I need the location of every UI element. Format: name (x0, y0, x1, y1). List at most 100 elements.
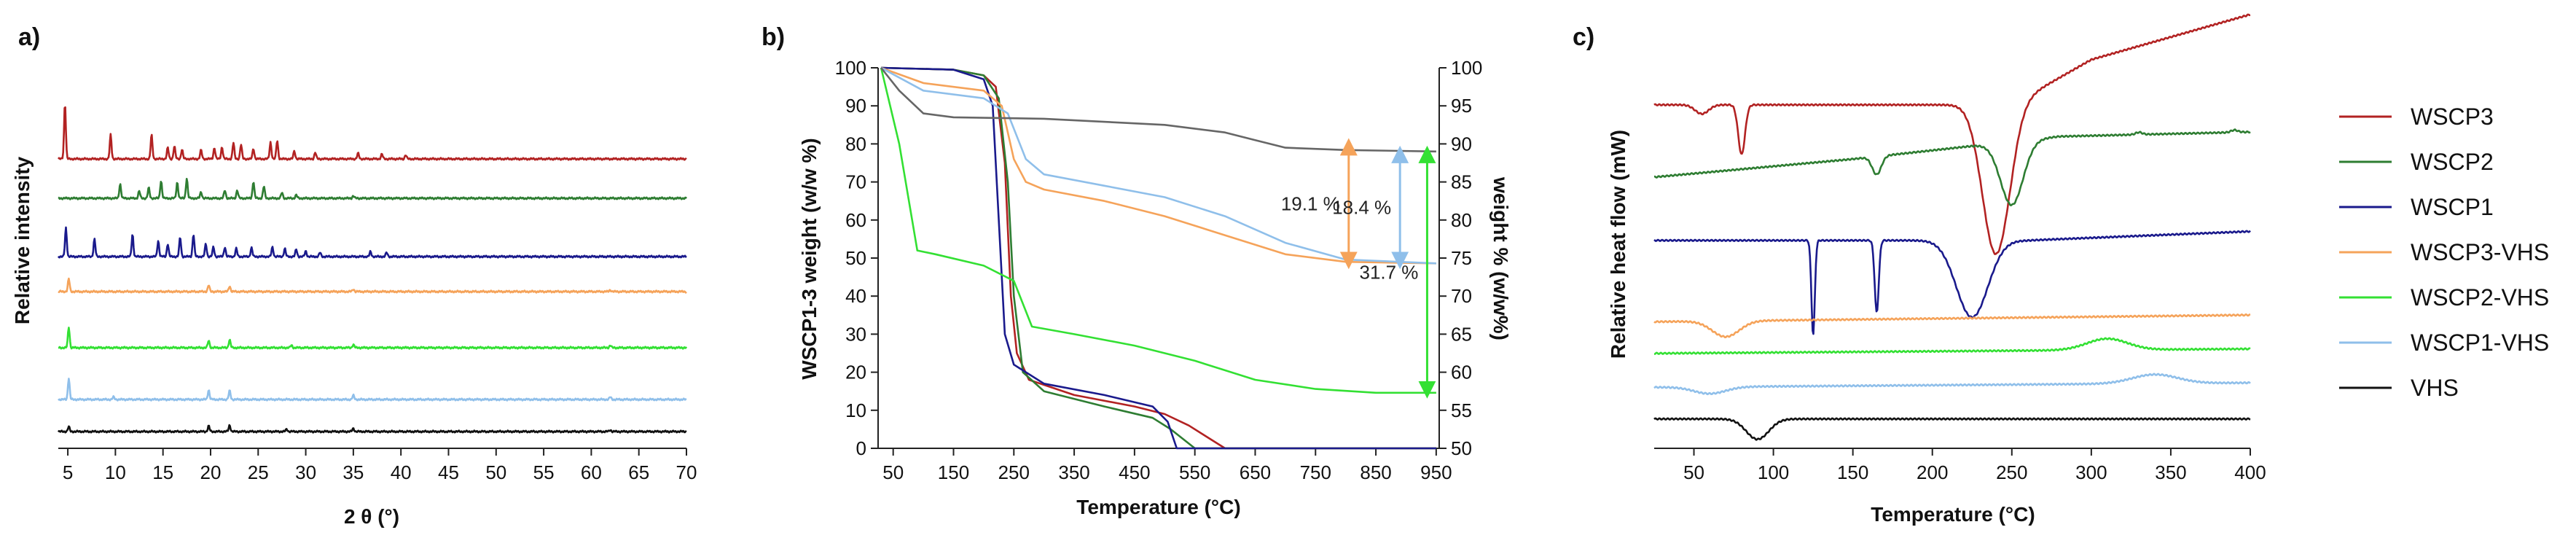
panel-b-ytick-left-label: 30 (845, 323, 866, 345)
panel-c-xtick-label: 150 (1837, 461, 1868, 483)
panel-b-x-label: Temperature (°C) (1076, 496, 1240, 518)
panel-c-chart: 50 100 150 200 250 300 350 400 Temperature (°C)… (1607, 13, 2266, 526)
panel-c-x-ticks: 50 100 150 200 250 300 350 400 (1683, 448, 2266, 483)
panel-b-ytick-left-label: 70 (845, 171, 866, 193)
panel-b-xtick-label: 850 (1360, 461, 1391, 483)
panel-b-xtick-label: 750 (1300, 461, 1331, 483)
panel-b-ytick-left-label: 20 (845, 362, 866, 383)
panel-c-xtick-label: 50 (1683, 461, 1704, 483)
panel-b-series-wscp3-vhs (880, 66, 1436, 265)
panel-b-ytick-right-label: 100 (1451, 57, 1482, 79)
panel-a-series-wscp3-vhs (58, 277, 687, 294)
panel-b-ytick-left-label: 40 (845, 285, 866, 307)
panel-a-xtick-label: 40 (391, 461, 412, 483)
panel-b-ytick-right-label: 90 (1451, 133, 1472, 155)
panel-b-xtick-label: 450 (1119, 461, 1150, 483)
panel-b-ytick-right-label: 85 (1451, 171, 1472, 193)
panel-b-ticks: 50 150 250 350 450 550 650 750 850 950 0 10 20 30 40 50… (835, 57, 1483, 483)
panel-c-xtick-label: 350 (2155, 461, 2186, 483)
panel-a-x-label: 2 θ (°) (344, 505, 399, 528)
panel-b-ytick-left-label: 80 (845, 133, 866, 155)
panel-a-xtick-label: 45 (438, 461, 459, 483)
panel-c-x-label: Temperature (°C) (1871, 503, 2035, 526)
panel-b-xtick-label: 550 (1179, 461, 1210, 483)
legend-label-wscp2: WSCP2 (2411, 149, 2494, 175)
panel-b-chart: 50 150 250 350 450 550 650 750 850 950 0 10 20 30 40 50… (798, 57, 1512, 518)
panel-c-xtick-label: 300 (2075, 461, 2107, 483)
panel-a-series-wscp3 (58, 106, 687, 161)
panel-a-series-wscp1-vhs (58, 378, 687, 402)
panel-b-annotation-label: 31.7 % (1359, 261, 1418, 283)
panel-b-ytick-left-label: 50 (845, 247, 866, 269)
panel-a-xtick-label: 15 (152, 461, 173, 483)
panel-b-xtick-label: 650 (1240, 461, 1271, 483)
panel-a-series-wscp1 (57, 226, 687, 259)
panel-b-ytick-right-label: 50 (1451, 437, 1472, 459)
panel-b-annotation-label: 18.4 % (1332, 197, 1391, 219)
panel-b-xtick-label: 250 (998, 461, 1030, 483)
panel-b-right-y-label: weight % (w/w%) (1489, 176, 1512, 340)
panel-a-y-label: Relative intensity (11, 156, 34, 324)
panel-b-ytick-left-label: 60 (845, 209, 866, 231)
legend-label-vhs: VHS (2411, 375, 2459, 401)
panel-a-xtick-label: 30 (295, 461, 316, 483)
panel-a-xtick-label: 70 (676, 461, 697, 483)
panel-b-ytick-left-label: 90 (845, 95, 866, 117)
panel-a-xtick-label: 25 (248, 461, 269, 483)
panel-b-ytick-right-label: 55 (1451, 399, 1472, 421)
panel-b-annotation-label: 19.1 % (1281, 192, 1340, 214)
panel-b-left-y-label: WSCP1-3 weight (w/w %) (798, 138, 821, 379)
panel-c-series-wscp3 (1653, 13, 2251, 255)
panel-a-xtick-label: 5 (63, 461, 73, 483)
panel-b-ytick-left-label: 100 (835, 57, 866, 79)
panel-a-chart: 5 10 15 20 25 30 35 40 45 50 55 60 65 70 2 θ (°) Rela… (11, 106, 697, 528)
panel-b-ytick-right-label: 65 (1451, 323, 1472, 345)
panel-a-series-vhs (57, 424, 687, 434)
panel-b-xtick-label: 50 (882, 461, 904, 483)
panel-b-label: b) (762, 23, 785, 51)
panel-b-ytick-right-label: 75 (1451, 247, 1472, 269)
panel-a-x-ticks: 5 10 15 20 25 30 35 40 45 50 55 60 65 70 (63, 448, 697, 483)
panel-a-series-wscp2-vhs (58, 327, 688, 350)
panel-b-series-wscp1-vhs (880, 66, 1436, 265)
panel-a-series-wscp2 (58, 178, 687, 200)
panel-b-xtick-label: 150 (938, 461, 969, 483)
panel-a-label: a) (18, 23, 40, 51)
panel-a-xtick-label: 65 (628, 461, 649, 483)
panel-b-ytick-left-label: 10 (845, 399, 866, 421)
panel-b-xtick-label: 950 (1420, 461, 1452, 483)
panel-c-series-vhs (1653, 417, 2251, 441)
panel-b-ytick-right-label: 70 (1451, 285, 1472, 307)
panel-a-xtick-label: 50 (485, 461, 506, 483)
panel-b-annotations: 19.1 %18.4 % 31.7 % (1281, 138, 1436, 399)
panel-c-xtick-label: 200 (1917, 461, 1948, 483)
legend-label-wscp1: WSCP1 (2411, 194, 2494, 220)
panel-b-xtick-label: 350 (1058, 461, 1089, 483)
legend-label-wscp3-vhs: WSCP3-VHS (2411, 239, 2549, 265)
panel-b-ytick-right-label: 80 (1451, 209, 1472, 231)
panel-a-xtick-label: 55 (533, 461, 555, 483)
panel-b-series-wscp1 (881, 66, 1436, 450)
panel-a-xtick-label: 35 (342, 461, 364, 483)
legend-label-wscp2-vhs: WSCP2-VHS (2411, 284, 2549, 311)
panel-c-series-wscp2 (1653, 128, 2251, 207)
panel-b-ytick-right-label: 60 (1451, 362, 1472, 383)
panel-c-xtick-label: 250 (1996, 461, 2027, 483)
panel-c-y-label: Relative heat flow (mW) (1607, 130, 1629, 359)
panel-c-xtick-label: 100 (1758, 461, 1789, 483)
panel-c-xtick-label: 400 (2234, 461, 2266, 483)
panel-b-ytick-right-label: 95 (1451, 95, 1472, 117)
panel-b-ytick-left-label: 0 (856, 437, 866, 459)
panel-c-series (1653, 13, 2251, 441)
panel-c-series-wscp1-vhs (1653, 373, 2251, 396)
panel-b-series (880, 66, 1436, 450)
panel-c-series-wscp3-vhs (1653, 313, 2251, 338)
panel-a-series (57, 106, 688, 434)
panel-c-label: c) (1573, 23, 1594, 51)
legend-label-wscp3: WSCP3 (2411, 104, 2494, 130)
panel-c-series-wscp1 (1653, 230, 2251, 335)
panel-a-xtick-label: 20 (200, 461, 222, 483)
legend: WSCP3 WSCP2 WSCP1 WSCP3-VHS WSCP2-VHS WSCP1-V… (2339, 104, 2549, 401)
panel-a-xtick-label: 60 (581, 461, 602, 483)
